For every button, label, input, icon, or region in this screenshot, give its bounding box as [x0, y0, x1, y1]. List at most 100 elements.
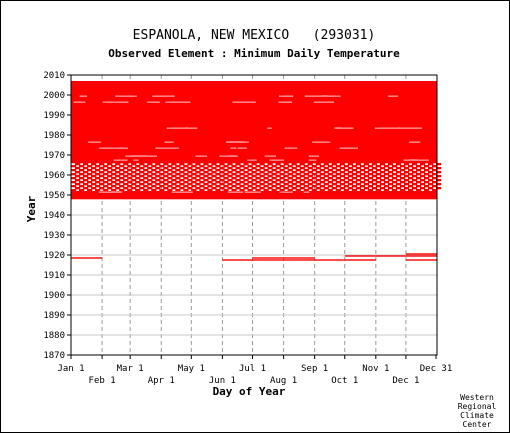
data-mark: [115, 175, 121, 178]
data-mark: [343, 173, 349, 176]
data-mark: [415, 173, 422, 176]
data-mark: [99, 187, 105, 190]
data-row: [71, 197, 437, 200]
data-mark: [319, 181, 325, 184]
data-mark: [79, 189, 85, 192]
data-mark: [395, 179, 402, 182]
data-mark: [83, 175, 89, 178]
data-mark: [415, 169, 422, 172]
data-mark: [167, 189, 173, 192]
data-segment: [71, 257, 103, 259]
credit-line: Western: [460, 393, 494, 402]
data-mark: [191, 189, 197, 192]
y-tick-label: 1970: [43, 151, 65, 161]
data-mark: [215, 177, 221, 180]
data-mark: [223, 189, 229, 192]
data-mark: [183, 177, 189, 180]
data-mark: [391, 165, 398, 168]
data-mark: [423, 169, 430, 172]
data-mark: [379, 179, 386, 182]
data-mark: [159, 173, 165, 176]
data-mark: [123, 171, 129, 174]
data-mark: [399, 181, 406, 184]
data-mark: [335, 189, 341, 192]
data-mark: [175, 185, 181, 188]
credit-line: Center: [463, 420, 492, 429]
y-tick-label: 1940: [43, 211, 65, 221]
data-mark: [247, 185, 253, 188]
data-mark: [331, 171, 337, 174]
data-row: [71, 149, 437, 152]
data-mark: [279, 185, 285, 188]
data-mark: [315, 179, 321, 182]
data-mark: [147, 171, 153, 174]
data-mark: [347, 187, 353, 190]
data-mark: [91, 167, 97, 170]
data-mark: [215, 189, 221, 192]
data-gap: [147, 101, 160, 103]
x-ticks: Jan 1 Mar 1 May 1 Jul 1 Sep 1 Nov 1 Dec 31 Feb …: [57, 355, 452, 386]
data-mark: [135, 169, 141, 172]
data-segment: [344, 255, 376, 257]
data-mark: [123, 167, 129, 170]
data-mark: [327, 173, 333, 176]
data-mark: [187, 187, 193, 190]
data-mark: [323, 163, 329, 166]
data-mark: [147, 167, 153, 170]
data-mark: [431, 177, 438, 180]
data-mark: [367, 165, 374, 168]
data-mark: [299, 175, 305, 178]
data-segment: [252, 257, 315, 259]
data-mark: [263, 173, 269, 176]
data-mark: [75, 187, 81, 190]
data-mark: [131, 163, 137, 166]
data-mark: [127, 189, 133, 192]
data-mark: [395, 163, 402, 166]
y-tick-label: 2000: [43, 91, 65, 101]
data-mark: [323, 179, 329, 182]
data-mark: [371, 187, 378, 190]
data-mark: [175, 177, 181, 180]
data-mark: [219, 187, 225, 190]
data-mark: [367, 173, 374, 176]
data-mark: [187, 175, 193, 178]
data-mark: [359, 181, 365, 184]
data-mark: [75, 167, 81, 170]
data-mark: [123, 175, 129, 178]
x-tick-label: Dec 31: [420, 364, 453, 374]
data-mark: [207, 165, 213, 168]
data-row: [71, 133, 437, 136]
data-mark: [171, 175, 177, 178]
data-mark: [371, 183, 378, 186]
data-mark: [335, 185, 341, 188]
data-mark: [315, 163, 321, 166]
data-mark: [71, 181, 77, 184]
data-mark: [427, 167, 434, 170]
data-mark: [415, 181, 422, 184]
data-mark: [99, 171, 105, 174]
data-mark: [315, 171, 321, 174]
data-row: [71, 115, 437, 118]
data-mark: [271, 185, 277, 188]
data-mark: [367, 169, 374, 172]
data-mark: [95, 185, 101, 188]
data-mark: [347, 183, 353, 186]
data-mark: [375, 185, 382, 188]
data-mark: [311, 185, 317, 188]
data-mark: [175, 173, 181, 176]
data-gap: [164, 141, 174, 143]
data-mark: [239, 165, 245, 168]
data-mark: [131, 171, 137, 174]
data-mark: [107, 167, 113, 170]
x-tick-label: Oct 1: [331, 376, 358, 386]
data-row: [71, 155, 437, 158]
data-mark: [119, 189, 125, 192]
data-gap: [399, 127, 423, 129]
data-mark: [211, 187, 217, 190]
data-mark: [87, 181, 93, 184]
data-gap: [244, 191, 261, 193]
data-mark: [383, 165, 390, 168]
data-mark: [359, 189, 365, 192]
data-gap: [279, 191, 293, 193]
data-mark: [91, 175, 97, 178]
